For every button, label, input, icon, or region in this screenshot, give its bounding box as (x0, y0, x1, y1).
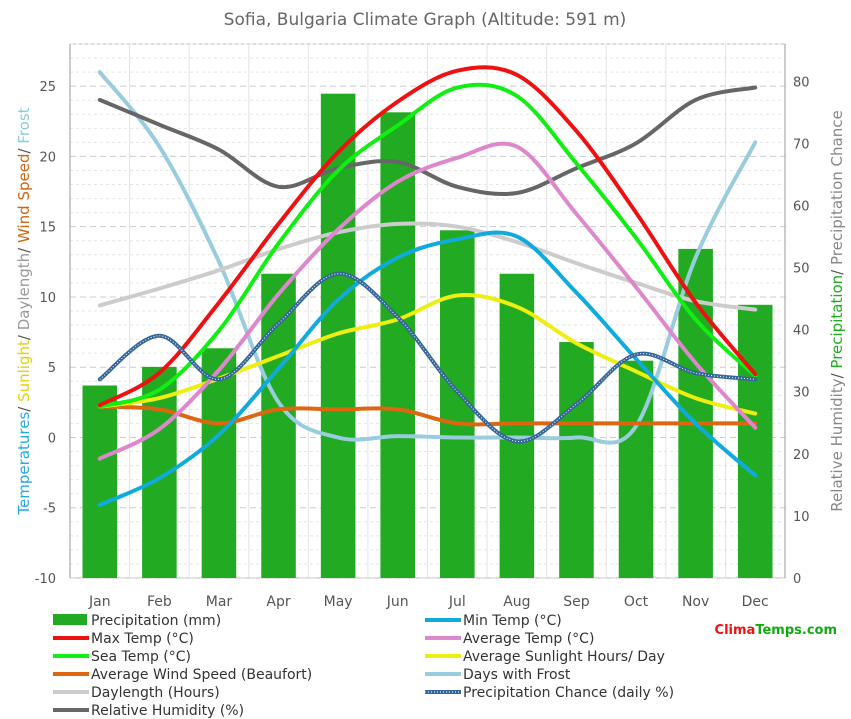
legend-label: Relative Humidity (%) (91, 703, 244, 719)
line-average-temp-c (97, 141, 758, 461)
precip-bar-jan (82, 385, 118, 578)
legend-label: Daylength (Hours) (91, 685, 220, 701)
axis-label-part: Daylength (15, 253, 33, 330)
line-days-with-frost (97, 70, 758, 445)
left-tick-label: 5 (48, 361, 56, 376)
precip-bar-sep (559, 342, 594, 578)
series-lines (97, 65, 758, 507)
legend-item-average-temp-c: Average Temp (°C) (425, 631, 594, 647)
line-average-wind-speed-beaufort (97, 404, 758, 427)
legend-label: Sea Temp (°C) (91, 649, 191, 665)
legend-item-daylength-hours: Daylength (Hours) (53, 685, 220, 701)
left-axis-ticks: -10 -5 0 5 10 15 20 25 (35, 80, 56, 587)
x-tick-label-oct: Oct (624, 594, 649, 610)
legend-item-precipitation-mm: Precipitation (mm) (53, 613, 221, 629)
legend: Precipitation (mm) Min Temp (°C) Max Temp … (53, 613, 674, 719)
right-tick-label: 80 (793, 75, 810, 90)
axis-label-part: / (828, 265, 846, 275)
right-tick-label: 10 (793, 510, 810, 525)
legend-label: Days with Frost (463, 667, 571, 683)
precip-bar-aug (499, 273, 535, 578)
left-tick-label: 25 (39, 80, 56, 95)
legend-label: Average Temp (°C) (463, 631, 594, 647)
axis-label-part: Sunlight (15, 340, 33, 402)
x-axis-ticks: Jan Feb Mar Apr May Jun Jul Aug Sep Oct Nov Dec (88, 594, 769, 610)
legend-label: Min Temp (°C) (463, 613, 562, 629)
line-max-temp-c (97, 65, 758, 408)
legend-item-average-wind-speed-beaufort: Average Wind Speed (Beaufort) (53, 667, 312, 683)
precip-bar-mar (201, 348, 237, 578)
brand-part-3: .com (802, 623, 837, 638)
x-tick-label-apr: Apr (266, 594, 290, 610)
precip-bar-oct (618, 360, 654, 578)
axis-label-part: Frost (15, 107, 33, 143)
left-tick-label: 20 (39, 150, 56, 165)
legend-label: Average Wind Speed (Beaufort) (91, 667, 312, 683)
x-tick-label-jul: Jul (448, 594, 466, 610)
axis-label-part: / (15, 402, 33, 412)
x-tick-label-sep: Sep (563, 594, 590, 610)
right-tick-label: 70 (793, 137, 810, 152)
line-sea-temp-c (97, 82, 758, 409)
brand-logo: ClimaTemps.com (715, 623, 837, 638)
left-tick-label: -10 (35, 572, 56, 587)
x-tick-label-dec: Dec (742, 594, 769, 610)
legend-label: Precipitation (mm) (91, 613, 221, 629)
brand-part-1: Clima (715, 623, 756, 638)
precip-bar-dec (737, 304, 773, 578)
left-tick-label: 0 (48, 431, 56, 446)
legend-item-relative-humidity: Relative Humidity (%) (53, 703, 244, 719)
axis-label-part: / (15, 330, 33, 340)
legend-item-sea-temp-c: Sea Temp (°C) (53, 649, 191, 665)
right-axis-label: Relative Humidity/ Precipitation/ Precip… (828, 110, 846, 511)
line-precipitation-chance-daily-pattern (99, 273, 756, 442)
right-axis-ticks: 0 10 20 30 40 50 60 70 80 (793, 75, 810, 587)
axis-label-part: / (828, 369, 846, 379)
x-tick-label-jun: Jun (386, 594, 409, 610)
right-tick-label: 40 (793, 324, 810, 339)
right-tick-label: 60 (793, 199, 810, 214)
grid (69, 43, 786, 579)
legend-item-precipitation-chance-daily: Precipitation Chance (daily %) (425, 685, 674, 701)
axis-label-part: / (15, 144, 33, 154)
brand-part-2: Temps (755, 623, 802, 638)
left-axis-label: Temperatures/ Sunlight/ Daylength/ Wind … (15, 107, 33, 515)
line-relative-humidity (97, 85, 758, 197)
x-tick-label-nov: Nov (682, 594, 709, 610)
left-tick-label: 15 (39, 221, 56, 236)
x-tick-label-jan: Jan (88, 594, 111, 610)
legend-item-days-with-frost: Days with Frost (425, 667, 571, 683)
legend-item-average-sunlight-hours-day: Average Sunlight Hours/ Day (425, 649, 665, 665)
right-tick-label: 0 (793, 572, 801, 587)
axis-label-part: Precipitation (828, 275, 846, 369)
legend-label: Max Temp (°C) (91, 631, 194, 647)
axis-label-part: Temperatures (15, 412, 33, 516)
axis-label-part: / (15, 243, 33, 253)
chart-title: Sofia, Bulgaria Climate Graph (Altitude:… (224, 10, 627, 30)
axis-label-part: Precipitation Chance (828, 110, 846, 265)
legend-label: Precipitation Chance (daily %) (463, 685, 674, 701)
x-tick-label-may: May (324, 594, 353, 610)
x-tick-label-aug: Aug (503, 594, 530, 610)
left-tick-label: -5 (43, 502, 56, 517)
precip-bar-apr (261, 273, 296, 578)
axis-label-part: Wind Speed (15, 154, 33, 244)
legend-swatch (53, 614, 87, 625)
legend-item-min-temp-c: Min Temp (°C) (425, 613, 562, 629)
right-tick-label: 30 (793, 386, 810, 401)
x-tick-label-feb: Feb (147, 594, 172, 610)
legend-item-max-temp-c: Max Temp (°C) (53, 631, 194, 647)
x-tick-label-mar: Mar (206, 594, 233, 610)
line-daylength-hours (97, 221, 758, 312)
right-tick-label: 50 (793, 262, 810, 277)
right-tick-label: 20 (793, 448, 810, 463)
axis-label-part: Relative Humidity (828, 378, 846, 511)
line-min-temp-c (97, 230, 758, 507)
legend-label: Average Sunlight Hours/ Day (463, 649, 665, 665)
left-tick-label: 10 (39, 291, 56, 306)
